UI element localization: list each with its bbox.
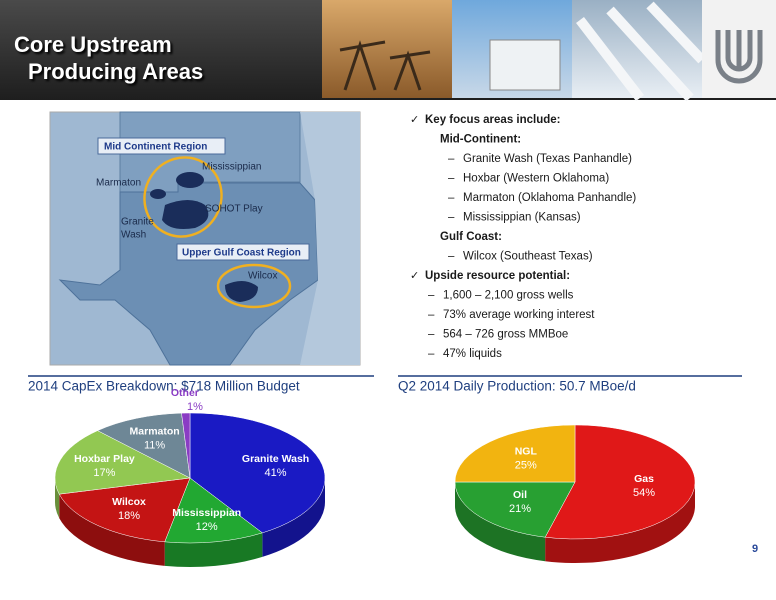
bullet-item: Granite Wash (Texas Panhandle) xyxy=(463,153,632,165)
map-region-label: Mid Continent Region xyxy=(104,142,207,153)
slice-label: Oil xyxy=(513,489,527,501)
bullet-item: 47% liquids xyxy=(443,348,502,360)
bullet-subheading: Gulf Coast: xyxy=(440,231,502,243)
bullet-item: Marmaton (Oklahoma Panhandle) xyxy=(463,192,636,204)
map-label: Marmaton xyxy=(96,178,141,189)
bullet-item: 1,600 – 2,100 gross wells xyxy=(443,290,574,302)
slice-side xyxy=(455,482,546,562)
bullet-item: 73% average working interest xyxy=(443,309,595,321)
dash: – xyxy=(448,173,455,185)
check-mark: ✓ xyxy=(410,114,419,126)
slice-label: Hoxbar Play xyxy=(74,453,135,465)
slice-label: Gas xyxy=(634,473,654,485)
value-label: 17% xyxy=(93,467,115,479)
bullet-item: Mississippian (Kansas) xyxy=(463,212,581,224)
title-line: Core Upstream xyxy=(14,32,172,57)
slice-label: NGL xyxy=(515,445,538,457)
slice-side xyxy=(59,494,165,566)
chart-title: 2014 CapEx Breakdown: $718 Million Budge… xyxy=(28,379,300,394)
bullet-item: 564 – 726 gross MMBoe xyxy=(443,329,568,341)
dash: – xyxy=(448,251,455,263)
slice-label: Wilcox xyxy=(112,496,146,508)
slice xyxy=(181,412,191,479)
title-line: Producing Areas xyxy=(28,59,203,84)
slice-side xyxy=(164,532,263,568)
slice xyxy=(164,477,263,544)
slice xyxy=(54,430,191,495)
dash: – xyxy=(428,309,435,321)
bullet-item: Wilcox (Southeast Texas) xyxy=(463,251,593,263)
value-label: 54% xyxy=(633,487,655,499)
map-label: SOHOT Play xyxy=(205,204,263,215)
slice-label: Mississippian xyxy=(172,507,241,519)
logo xyxy=(715,30,763,84)
slice xyxy=(454,424,576,483)
slice-side xyxy=(545,482,695,563)
slice xyxy=(58,477,191,543)
slice-side xyxy=(55,478,60,519)
value-label: 11% xyxy=(144,440,165,452)
bullet-subheading: Mid-Continent: xyxy=(440,134,521,146)
pie-chart: 2014 CapEx Breakdown: $718 Million Budge… xyxy=(28,375,374,568)
map-label: Wilcox xyxy=(248,271,277,282)
slice xyxy=(454,481,576,538)
map-label: Mississippian xyxy=(202,162,261,173)
map-label: Granite xyxy=(121,217,154,228)
pumpjacks xyxy=(339,40,431,91)
map-label: Wash xyxy=(121,230,146,241)
value-label: 41% xyxy=(265,467,287,479)
page-number: 9 xyxy=(752,543,758,555)
slide-title: Core Upstream Producing Areas xyxy=(14,32,203,84)
bullet-item: Hoxbar (Western Oklahoma) xyxy=(463,173,609,185)
dash: – xyxy=(428,348,435,360)
dash: – xyxy=(448,192,455,204)
slice xyxy=(189,412,326,534)
map-region-label: Upper Gulf Coast Region xyxy=(182,248,301,259)
value-label: 21% xyxy=(509,503,531,515)
value-label: 12% xyxy=(196,521,218,533)
pie-chart: Q2 2014 Daily Production: 50.7 MBoe/d Gas… xyxy=(398,375,742,563)
value-label: 1% xyxy=(187,401,203,413)
chart-title: Q2 2014 Daily Production: 50.7 MBoe/d xyxy=(398,379,636,394)
dash: – xyxy=(428,329,435,341)
pipes xyxy=(576,1,706,102)
value-label: 25% xyxy=(515,460,537,472)
bullet-heading: Key focus areas include: xyxy=(425,114,561,126)
rig-building xyxy=(489,39,561,91)
dash: – xyxy=(448,153,455,165)
map: Mid Continent Region Mississippian Marma… xyxy=(49,111,361,366)
slice xyxy=(544,424,696,540)
slice xyxy=(97,412,191,479)
bullet-list: ✓ Key focus areas include: Mid-Continent: –… xyxy=(410,114,636,360)
slice-side xyxy=(262,478,325,557)
check-mark: ✓ xyxy=(410,270,419,282)
slice-label: Other xyxy=(171,387,199,399)
bullet-heading: Upside resource potential: xyxy=(425,270,570,282)
slice-label: Granite Wash xyxy=(242,453,309,465)
slice-label: Marmaton xyxy=(130,425,180,437)
dash: – xyxy=(448,212,455,224)
dash: – xyxy=(428,290,435,302)
value-label: 18% xyxy=(118,510,140,522)
